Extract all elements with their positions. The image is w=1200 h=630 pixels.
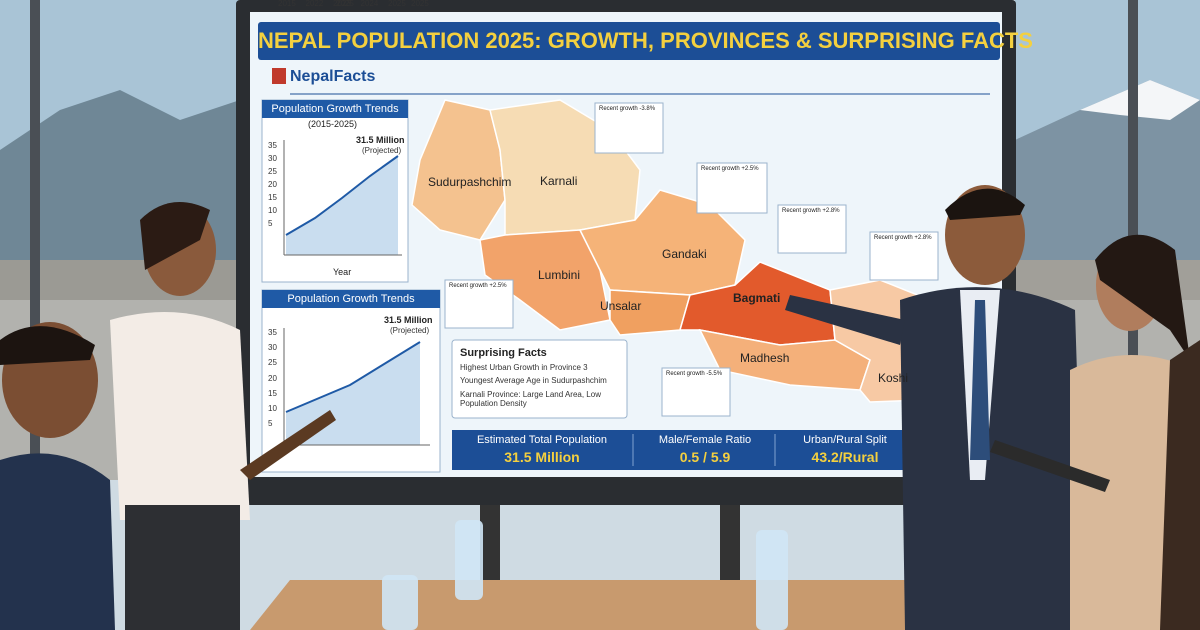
person-edge: [1160, 340, 1200, 630]
province-label: Lumbini: [538, 268, 581, 282]
province-label: Madhesh: [740, 351, 790, 365]
mini-chart: [869, 231, 939, 281]
y-tick-label: 20: [268, 180, 277, 189]
x-tick-label: 2022: [305, 0, 324, 8]
mini-chart: [661, 367, 731, 417]
y-tick-label: 20: [268, 373, 277, 383]
province-label: Unsalar: [600, 299, 642, 313]
mini-chart: [777, 204, 847, 254]
y-tick-label: 35: [268, 328, 277, 337]
stat-label: Male/Female Ratio: [658, 434, 752, 446]
y-tick-label: 15: [268, 388, 277, 398]
area: [286, 156, 398, 255]
mini-charts: [444, 102, 939, 417]
province-label: Karnali: [540, 174, 578, 188]
y-tick-label: 25: [268, 358, 277, 368]
snow: [1080, 80, 1200, 120]
x-tick-label: 2025: [411, 0, 429, 8]
stand: [720, 505, 740, 585]
mini-chart: [444, 279, 514, 329]
trend-line: [285, 155, 399, 236]
notebook: [990, 440, 1110, 492]
y-tick-label: 25: [268, 167, 277, 176]
province-label: Koshi: [878, 371, 909, 385]
x-tick-label: 2023: [333, 0, 351, 8]
y-tick-label: 5: [268, 419, 273, 428]
trend-line: [285, 341, 421, 413]
callout: 31.5 Million: [384, 315, 433, 325]
x-tick-label: 2025: [336, 0, 354, 8]
province-label: Bagmati: [733, 291, 781, 305]
hair: [0, 326, 95, 365]
fact: Karnali Province: Large Land Area, Low P…: [460, 390, 601, 408]
table: [250, 580, 970, 630]
screen-title: NEPAL POPULATION 2025: GROWTH, PROVINCES…: [258, 22, 1033, 60]
bottle: [382, 575, 418, 630]
growth-note: Recent growth +2.5%: [449, 283, 507, 289]
callout-note: (Projected): [390, 326, 430, 335]
x-tick-label: 2024: [360, 0, 379, 8]
callout: 31.5 Million: [356, 135, 405, 145]
presenter-woman: [110, 202, 336, 630]
suit: [900, 287, 1085, 630]
flag-icon: [272, 68, 286, 84]
y-tick-label: 30: [268, 154, 277, 163]
stat-value: 43.2/Rural: [811, 449, 879, 465]
tie: [970, 300, 990, 460]
growth-note: Recent growth +2.8%: [782, 208, 840, 214]
y-tick-label: 10: [268, 206, 277, 215]
bottle: [455, 520, 483, 600]
window-frame: [30, 0, 40, 480]
hair: [140, 202, 210, 270]
bottle: [756, 530, 788, 630]
notebook: [240, 410, 336, 480]
stat-value: 31.5 Million: [504, 449, 580, 465]
province: [578, 189, 746, 296]
stat-label: Urban/Rural Split: [803, 434, 887, 446]
growth-note: Recent growth +2.5%: [701, 166, 759, 172]
y-tick-label: 5: [268, 219, 273, 228]
fact: Youngest Average Age in Sudurpashchim: [460, 376, 607, 385]
trousers: [125, 505, 240, 630]
suit: [0, 453, 115, 630]
stats-bar: [452, 430, 912, 470]
fact: Highest Urban Growth in Province 3: [460, 363, 588, 372]
province: [609, 289, 691, 336]
panel-title: Population Growth Trends: [262, 290, 440, 309]
callout-note: (Projected): [362, 146, 402, 155]
hair: [945, 188, 1025, 220]
facts-box: [451, 339, 628, 419]
blouse: [110, 312, 250, 520]
province-label: Sudurpashchim: [428, 175, 512, 189]
presenter-man: [785, 185, 1085, 630]
arm: [785, 295, 905, 345]
y-tick-label: 35: [268, 141, 277, 150]
mini-chart: [594, 102, 664, 154]
stand: [480, 505, 500, 585]
province-label: Gandaki: [662, 247, 707, 261]
growth-note: Recent growth +2.8%: [874, 235, 932, 241]
x-axis-label: Year: [333, 267, 352, 277]
stat-label: Estimated Total Population: [476, 434, 608, 446]
y-tick-label: 10: [268, 403, 277, 413]
brand: NepalFacts: [290, 68, 376, 85]
mini-chart: [696, 162, 768, 214]
panel-title: Population Growth Trends: [262, 100, 408, 119]
stat-value: 0.5 / 5.9: [679, 449, 731, 465]
y-tick-label: 15: [268, 193, 277, 202]
x-tick-label: 2015: [278, 0, 296, 8]
panel-period: (2015-2025): [308, 119, 358, 129]
seated-man: [0, 322, 115, 630]
facts-title: Surprising Facts: [460, 347, 547, 359]
x-tick-label: 2025: [388, 0, 406, 8]
growth-note: Recent growth -5.5%: [666, 371, 723, 377]
y-tick-label: 30: [268, 343, 277, 353]
hair: [1095, 234, 1190, 360]
growth-note: Recent growth -3.8%: [599, 106, 656, 112]
